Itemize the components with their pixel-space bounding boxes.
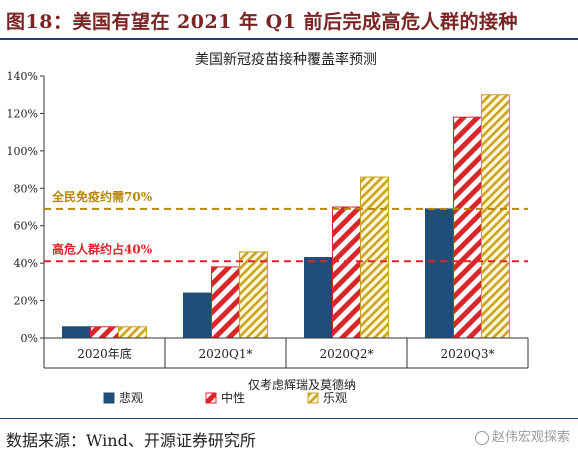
bar-neutral	[332, 206, 361, 339]
bar-pessimistic	[304, 257, 333, 339]
figure-header: 图18：美国有望在 2021 年 Q1 前后完成高危人群的接种	[0, 0, 578, 40]
y-tick-label: 140%	[7, 70, 38, 83]
bar-pessimistic	[62, 326, 91, 339]
bar-pessimistic	[183, 292, 212, 339]
legend-label: 乐观	[323, 391, 347, 405]
bar-optimistic	[360, 176, 389, 339]
chart-title: 美国新冠疫苗接种覆盖率预测	[195, 51, 377, 68]
legend-swatch	[103, 392, 115, 404]
figure-footer: 数据来源：Wind、开源证券研究所 赵伟宏观探索	[0, 418, 578, 453]
legend-swatch	[307, 392, 319, 404]
watermark-label: 赵伟宏观探索	[491, 430, 570, 445]
bar-neutral	[453, 116, 482, 339]
x-tick-label: 2020年底	[77, 346, 132, 361]
bar-pessimistic	[425, 208, 454, 339]
bar-optimistic	[481, 94, 510, 339]
reference-label: 全民免疫约需70%	[51, 189, 153, 204]
legend-label: 中性	[221, 390, 245, 405]
legend-swatch	[205, 392, 217, 404]
coverage-bar-chart: 美国新冠疫苗接种覆盖率预测 0% 20% 40% 60% 80% 100% 120% 140% 2…	[7, 51, 529, 405]
x-tick-label: 2020Q2*	[319, 347, 373, 361]
x-tick-label: 2020Q1*	[198, 347, 252, 361]
bar-neutral	[211, 266, 240, 339]
x-tick-label: 2020Q3*	[440, 347, 494, 361]
y-tick-label: 20%	[14, 295, 38, 308]
wechat-icon	[474, 430, 489, 445]
y-tick-label: 40%	[14, 257, 38, 270]
y-tick-label: 120%	[7, 107, 38, 120]
chart-annotation: 仅考虑辉瑞及莫德纳	[248, 377, 356, 392]
bar-neutral	[90, 326, 119, 339]
figure-title: 图18：美国有望在 2021 年 Q1 前后完成高危人群的接种	[6, 11, 519, 33]
legend-label: 悲观	[119, 390, 143, 405]
y-tick-label: 100%	[7, 145, 38, 158]
reference-label: 高危人群约占40%	[52, 241, 153, 256]
bar-optimistic	[239, 251, 268, 339]
y-tick-label: 60%	[14, 220, 38, 233]
bar-optimistic	[118, 326, 147, 339]
watermark: 赵伟宏观探索	[474, 426, 570, 445]
y-tick-label: 0%	[21, 332, 38, 345]
source-note: 数据来源：Wind、开源证券研究所	[6, 431, 256, 450]
y-tick-label: 80%	[14, 182, 38, 195]
